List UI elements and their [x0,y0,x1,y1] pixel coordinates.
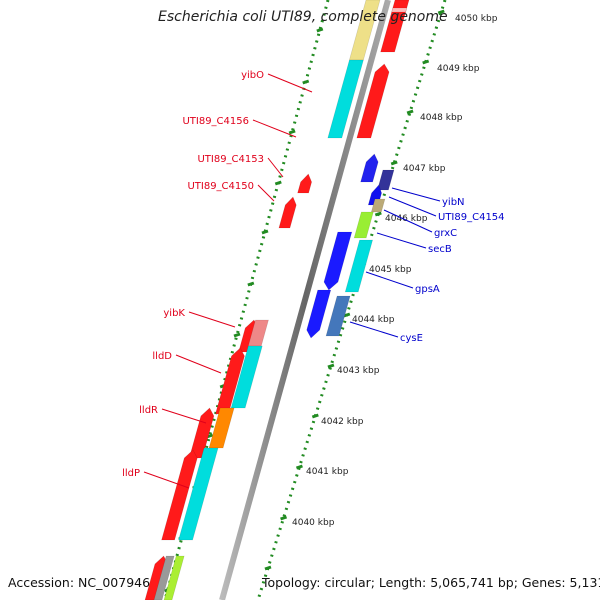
scale-tick [327,363,335,369]
scale-label: 4045 kbp [369,265,412,275]
scale-tick [311,413,319,419]
callout-line [365,271,414,289]
gene-block-cyan [344,239,373,293]
callout-line [175,354,222,374]
scale-label: 4041 kbp [306,467,349,477]
gene-block-red [161,449,198,541]
gene-label: lldR [139,405,158,416]
accession-text: Accession: NC_007946 [8,575,151,590]
scale-label: 4042 kbp [321,417,364,427]
scale-tick [316,27,324,33]
scale-labels: 4050 kbp 4049 kbp 4048 kbp 4047 kbp 4046 kbp… [292,14,498,528]
callout-line [391,187,441,202]
scale-label: 4047 kbp [403,164,446,174]
gene-block-lldD [230,345,263,409]
gene-label: lldP [122,468,140,479]
gene-label: secB [428,244,452,255]
scale-tick [422,59,430,65]
right-gene-labels: yibN UTI89_C4154 grxC secB gpsA cysE [400,197,505,344]
scale-tick [302,79,310,85]
scale-tick [390,160,398,166]
gene-label: UTI89_C4153 [197,154,264,165]
scale-label: 4048 kbp [420,113,463,123]
callout-line [188,311,236,328]
gene-block-tan [370,198,386,213]
scale-tick [406,109,414,115]
gene-block-red [215,347,245,415]
callout-line [161,408,207,424]
callout-line [349,321,399,338]
genome-summary-text: Topology: circular; Length: 5,065,741 bp… [262,575,600,590]
genome-backbone [219,0,391,600]
callout-line [257,184,275,202]
scale-label: 4050 kbp [455,14,498,24]
scale-tick [374,211,382,217]
callout-line [267,157,284,178]
gene-label: UTI89_C4154 [438,212,505,223]
gene-features [144,0,410,600]
gene-label: yibN [442,197,465,208]
scale-label: 4046 kbp [385,214,428,224]
gene-block-cyan [327,59,364,139]
gene-label: cysE [400,333,423,344]
scale-tick [288,129,296,135]
scale-tick [274,180,282,186]
gene-label: UTI89_C4156 [182,116,249,127]
gene-block-grey [153,555,175,600]
scale-label: 4049 kbp [437,64,480,74]
gene-block-green [163,555,185,600]
gene-label: yibK [163,308,185,319]
scale-tick [343,312,351,318]
gene-label: grxC [434,228,457,239]
gene-block-red [356,63,390,139]
gene-label: gpsA [415,284,440,295]
gene-block-yibN [360,153,379,183]
scale-tick [261,229,269,235]
map-title: Escherichia coli UTI89, complete genome [158,9,448,25]
label-callout-lines [143,73,441,489]
gene-block-lldP [178,447,219,541]
gene-label: lldD [152,351,172,362]
callout-line [267,73,313,93]
callout-line [376,232,427,249]
scale-tick [295,464,303,470]
gene-label: yibO [241,70,264,81]
scale-tick [247,281,255,287]
gene-block-UTI89-C4150 [278,196,297,229]
left-gene-labels: yibO UTI89_C4156 UTI89_C4153 UTI89_C4150yib… [122,70,264,479]
scale-label: 4043 kbp [337,366,380,376]
gene-block-UTI89-C4153 [297,173,312,194]
gene-label: UTI89_C4150 [187,181,254,192]
gene-block-red [380,0,410,53]
callout-line [143,471,190,489]
gene-block-secB [353,211,374,239]
scale-tick [280,515,288,521]
callout-line [383,209,433,233]
gene-block-red [188,407,215,459]
gene-block-lldR [208,407,235,449]
gene-block-gpsA [323,231,353,291]
scale-tick [437,9,445,15]
callout-line [388,196,437,217]
gene-block-steelblue [325,295,351,337]
gene-block-cysE [306,289,332,339]
scale-label: 4044 kbp [352,315,395,325]
gene-block-UTI89-C4154 [377,169,395,191]
scale-tick [233,332,241,338]
callout-line [252,119,297,138]
scale-label: 4040 kbp [292,518,335,528]
gene-block-pink [391,7,408,13]
scale-tick [264,565,272,571]
